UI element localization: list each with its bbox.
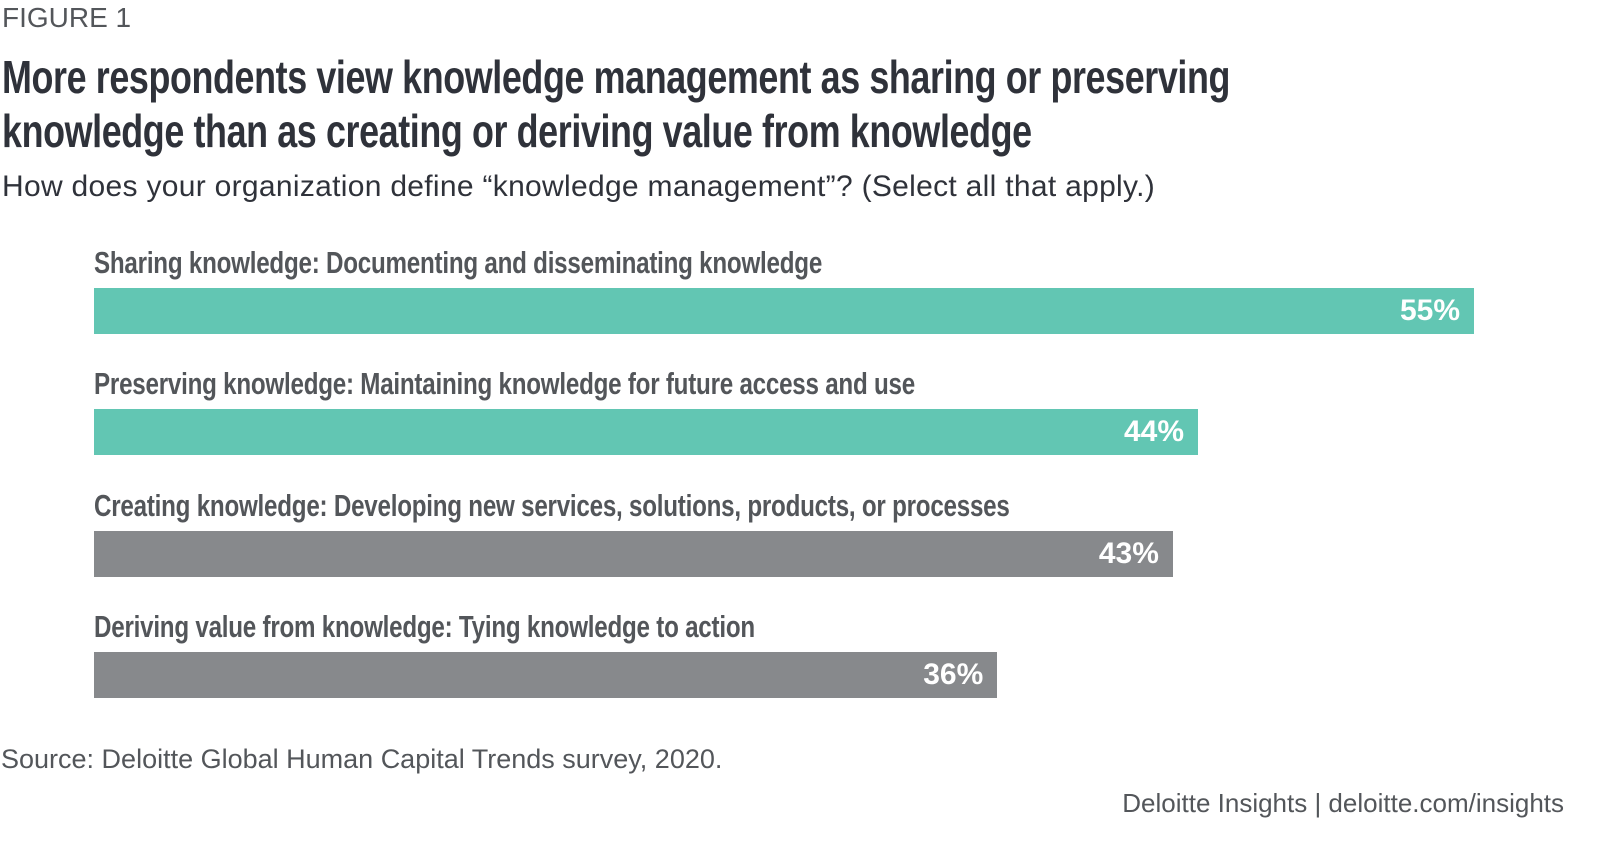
bar: 44% [94, 409, 1198, 456]
category-label: Preserving knowledge: Maintaining knowle… [94, 366, 915, 402]
title-line-1: More respondents view knowledge manageme… [2, 51, 1231, 103]
figure-label: FIGURE 1 [2, 2, 132, 33]
category-label: Creating knowledge: Developing new servi… [94, 487, 1010, 523]
credit-line: Deloitte Insights | deloitte.com/insight… [1122, 788, 1564, 818]
value-label: 36% [923, 657, 984, 691]
bar: 43% [94, 530, 1173, 577]
value-label: 55% [1399, 294, 1460, 327]
title-line-2: knowledge than as creating or deriving v… [2, 105, 1032, 157]
bar: 36% [94, 651, 998, 698]
value-label: 44% [1123, 415, 1184, 449]
value-label: 43% [1098, 536, 1159, 570]
category-label: Sharing knowledge: Documenting and disse… [94, 245, 823, 280]
chart-subtitle: How does your organization define “knowl… [2, 170, 1156, 203]
chart-title: More respondents view knowledge manageme… [2, 50, 1230, 158]
bar: 55% [94, 288, 1474, 334]
category-label: Deriving value from knowledge: Tying kno… [94, 608, 755, 644]
source-note: Source: Deloitte Global Human Capital Tr… [1, 744, 723, 774]
